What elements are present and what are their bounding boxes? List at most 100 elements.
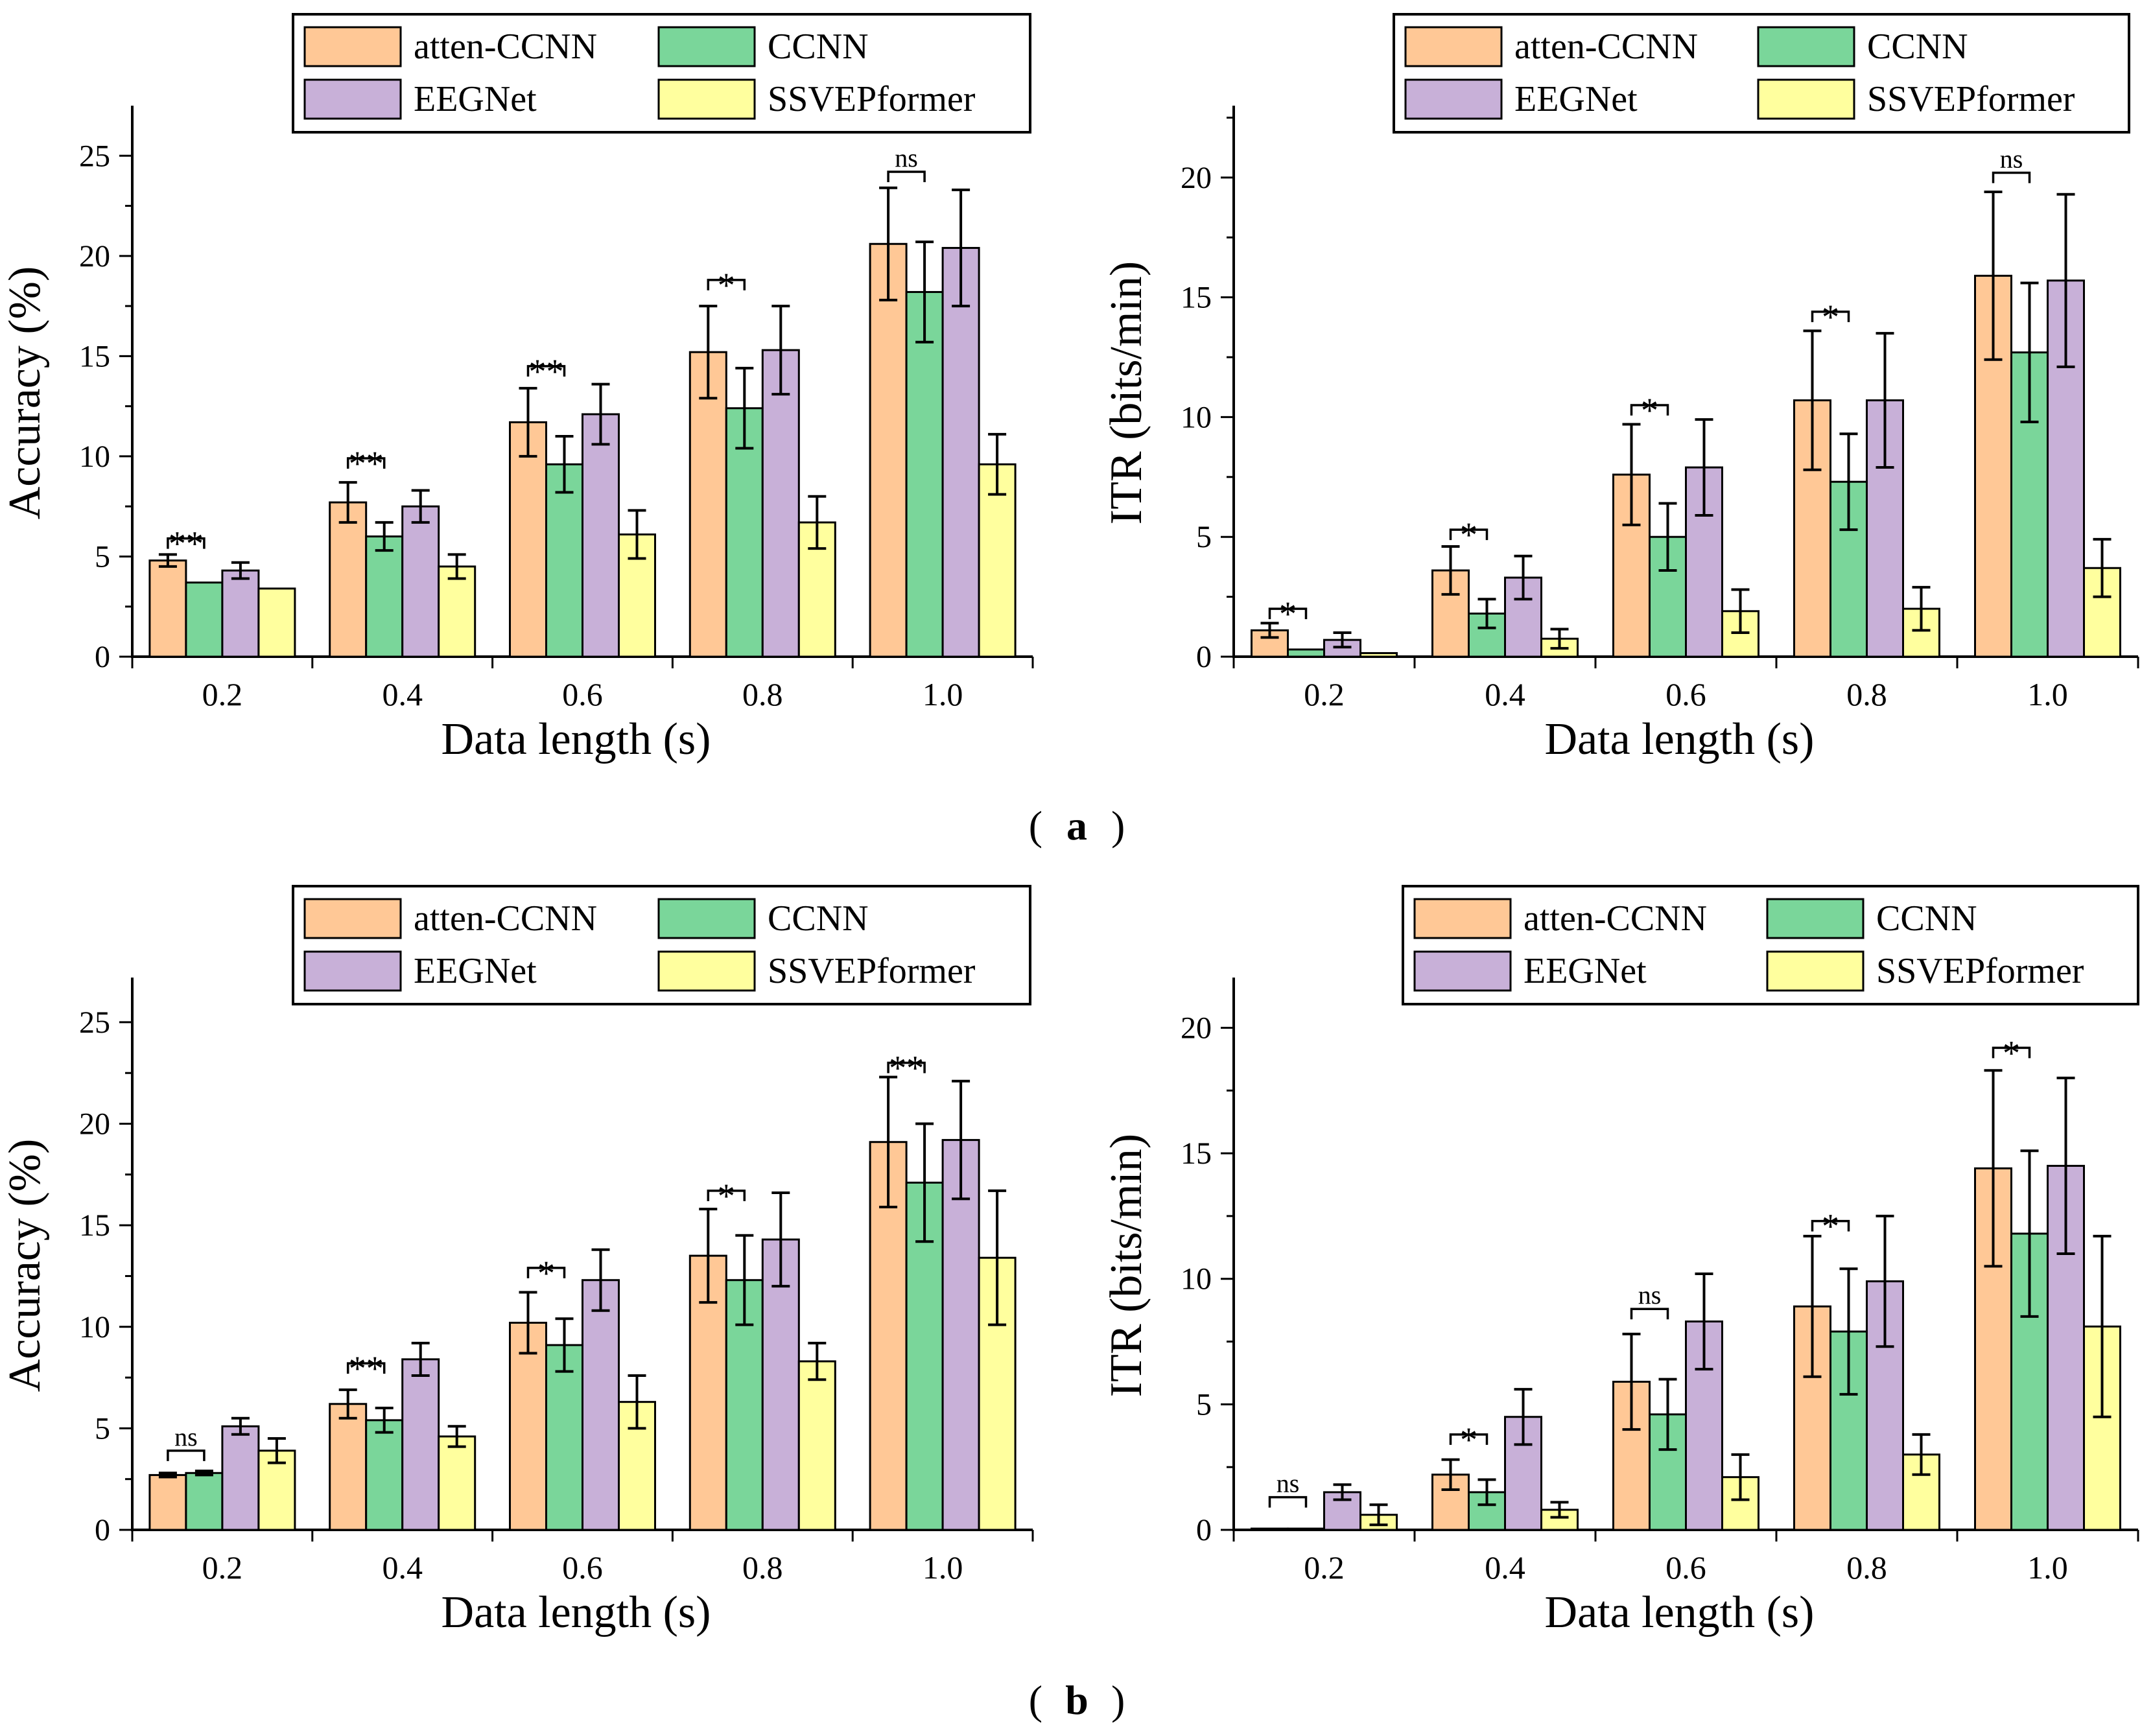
- legend-swatch: [303, 898, 402, 939]
- y-tick-label: 15: [79, 1208, 110, 1243]
- panel-a-itr-chart: 0 5 10 15 20 0.2 0.4 0.6 0.8 1.0 Data length (s) IT…: [1101, 13, 2139, 764]
- y-tick-label: 10: [1181, 400, 1212, 434]
- x-axis-label: Data length (s): [441, 1588, 711, 1637]
- bar-ssvepformer: [438, 565, 476, 658]
- bar-atten-ccnn: [148, 559, 187, 658]
- significance-bracket: [1630, 404, 1669, 416]
- x-tick-label: 0.4: [1485, 1549, 1525, 1586]
- caption-b-label: b: [1065, 1677, 1088, 1723]
- y-tick-label: 25: [79, 1005, 110, 1040]
- significance-bracket: [346, 457, 386, 469]
- legend-swatch: [657, 950, 756, 992]
- legend-swatch: [1404, 26, 1503, 67]
- significance-bracket: [887, 170, 926, 182]
- legend-swatch: [303, 26, 402, 67]
- x-tick-label: 0.8: [1846, 676, 1887, 712]
- bar-ccnn: [1287, 648, 1325, 658]
- x-tick-label: 0.2: [202, 676, 243, 712]
- legend-label: SSVEPformer: [1876, 951, 2084, 991]
- x-tick-label: 0.6: [1665, 1549, 1706, 1586]
- bar-atten-ccnn: [1251, 1527, 1289, 1531]
- bar-ccnn: [365, 535, 404, 658]
- significance-bracket: [526, 365, 566, 377]
- y-tick-label: 15: [1181, 1136, 1212, 1171]
- y-tick-label: 0: [95, 1513, 110, 1547]
- significance-bracket: [167, 537, 206, 549]
- significance-bracket: [887, 1061, 926, 1073]
- significance-label: ns: [2000, 144, 2023, 173]
- bar-ssvepformer: [1359, 651, 1398, 658]
- significance-bracket: [346, 1362, 386, 1374]
- significance-bracket: [1449, 528, 1488, 541]
- legend-label: CCNN: [768, 898, 869, 939]
- x-tick-label: 1.0: [923, 1549, 963, 1586]
- significance-label: **: [529, 352, 564, 391]
- significance-label: *: [537, 1254, 555, 1293]
- legend-label: atten-CCNN: [414, 27, 597, 67]
- significance-bracket: [1811, 1219, 1850, 1232]
- x-tick-label: 0.8: [742, 1549, 783, 1586]
- x-tick-label: 1.0: [2027, 1549, 2068, 1586]
- y-tick-label: 20: [79, 1107, 110, 1142]
- bar-ssvepformer: [978, 463, 1017, 658]
- legend-swatch: [657, 898, 756, 939]
- svg-text:(: (: [1029, 1677, 1042, 1723]
- legend-label: CCNN: [1876, 898, 1977, 939]
- significance-label: *: [718, 1177, 735, 1215]
- significance-label: *: [1460, 515, 1477, 554]
- caption-b: ( b ): [1029, 1677, 1125, 1723]
- y-axis-label: Accuracy (%): [0, 266, 50, 520]
- significance-label: *: [1822, 1207, 1839, 1246]
- legend-label: CCNN: [1867, 27, 1968, 67]
- y-tick-label: 5: [95, 1411, 110, 1446]
- significance-bracket: [1992, 1046, 2031, 1059]
- bar-atten-ccnn: [329, 501, 368, 658]
- y-tick-label: 20: [1181, 161, 1212, 195]
- bar-eegnet: [941, 1139, 980, 1531]
- svg-text:): ): [1111, 803, 1125, 849]
- significance-bracket: [1268, 607, 1308, 620]
- legend-swatch: [1757, 26, 1855, 67]
- y-tick-label: 0: [1196, 640, 1212, 674]
- bar-ssvepformer: [257, 587, 296, 658]
- legend-swatch: [1766, 898, 1865, 939]
- bar-atten-ccnn: [688, 351, 727, 658]
- x-tick-label: 1.0: [923, 676, 963, 712]
- legend-label: EEGNet: [1514, 79, 1638, 119]
- caption-a-label: a: [1066, 803, 1087, 849]
- y-tick-label: 15: [79, 339, 110, 373]
- significance-label: **: [349, 1349, 384, 1388]
- panel-a-accuracy-chart: 0 5 10 15 20 25 0.2 0.4 0.6 0.8 1.0 Data length (s)…: [0, 13, 1034, 764]
- significance-label: **: [889, 1049, 924, 1088]
- significance-label: ns: [174, 1422, 198, 1451]
- bar-ccnn: [545, 1344, 583, 1531]
- y-tick-label: 10: [79, 1310, 110, 1344]
- x-axis-label: Data length (s): [1545, 1588, 1815, 1637]
- significance-bracket: [1630, 1308, 1669, 1320]
- bar-ccnn: [725, 407, 764, 658]
- x-tick-label: 0.6: [562, 1549, 603, 1586]
- legend-label: EEGNet: [414, 79, 537, 119]
- significance-bracket: [1449, 1433, 1488, 1445]
- bar-eegnet: [401, 1358, 440, 1531]
- y-tick-label: 20: [79, 239, 110, 274]
- y-tick-label: 25: [79, 139, 110, 173]
- legend-label: CCNN: [768, 27, 869, 67]
- bar-ccnn: [1287, 1527, 1325, 1531]
- y-tick-label: 0: [1196, 1513, 1212, 1547]
- significance-label: *: [1279, 594, 1297, 633]
- bar-eegnet: [941, 246, 980, 658]
- significance-bracket: [167, 1449, 206, 1461]
- y-axis-label: ITR (bits/min): [1101, 1134, 1151, 1397]
- significance-label: *: [2003, 1033, 2020, 1072]
- legend-label: atten-CCNN: [414, 898, 597, 939]
- bar-ccnn: [905, 290, 944, 658]
- bar-ssvepformer: [797, 1360, 836, 1531]
- y-tick-label: 5: [1196, 520, 1212, 554]
- x-tick-label: 1.0: [2027, 676, 2068, 712]
- x-tick-label: 0.8: [742, 676, 783, 712]
- legend-label: EEGNet: [414, 951, 537, 991]
- y-tick-label: 5: [1196, 1387, 1212, 1422]
- bar-eegnet: [582, 1279, 620, 1531]
- bar-eegnet: [582, 413, 620, 658]
